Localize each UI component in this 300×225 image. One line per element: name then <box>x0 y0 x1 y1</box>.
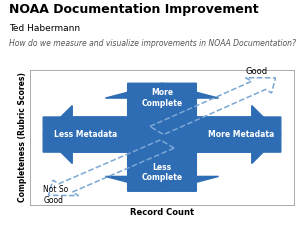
Text: Less
Complete: Less Complete <box>141 163 183 182</box>
Text: Ted Habermann: Ted Habermann <box>9 24 80 33</box>
FancyArrow shape <box>105 83 219 191</box>
Text: More Metadata: More Metadata <box>208 130 274 139</box>
FancyArrow shape <box>43 106 281 164</box>
Text: NOAA Documentation Improvement: NOAA Documentation Improvement <box>9 3 259 16</box>
Text: More
Complete: More Complete <box>141 88 183 108</box>
X-axis label: Record Count: Record Count <box>130 207 194 216</box>
Text: Not So
Good: Not So Good <box>43 185 68 205</box>
FancyArrow shape <box>105 83 219 191</box>
Text: Good: Good <box>245 67 268 76</box>
Text: Less Metadata: Less Metadata <box>54 130 117 139</box>
Text: How do we measure and visualize improvements in NOAA Documentation?: How do we measure and visualize improvem… <box>9 39 296 48</box>
FancyArrow shape <box>43 106 281 164</box>
Y-axis label: Completeness (Rubric Scores): Completeness (Rubric Scores) <box>18 72 27 202</box>
